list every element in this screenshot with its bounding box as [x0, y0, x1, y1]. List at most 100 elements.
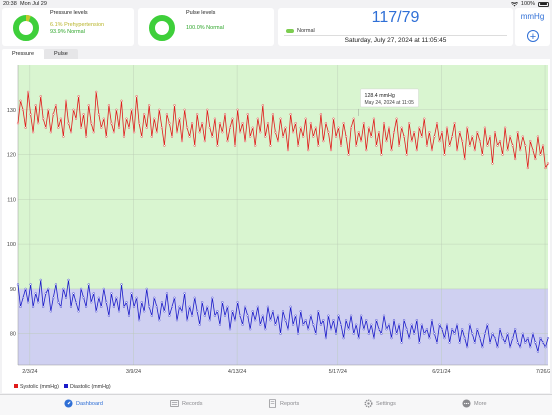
- data-point: [372, 117, 375, 120]
- data-point: [223, 113, 227, 116]
- data-point: [251, 310, 254, 313]
- status-right: 100%: [510, 1, 549, 7]
- data-point: [266, 122, 269, 125]
- data-point: [423, 117, 426, 120]
- data-point: [57, 126, 60, 129]
- data-point: [29, 113, 32, 116]
- data-point: [453, 332, 456, 335]
- data-point: [95, 310, 98, 313]
- tab-settings[interactable]: Settings: [364, 399, 396, 408]
- data-point: [382, 314, 386, 317]
- data-point: [382, 122, 386, 125]
- data-point: [385, 139, 388, 143]
- tab-records[interactable]: Records: [170, 399, 202, 408]
- data-point: [324, 122, 327, 125]
- data-point: [506, 148, 509, 152]
- unit-button[interactable]: mmHg: [520, 12, 545, 21]
- data-point: [339, 144, 343, 147]
- data-point: [21, 296, 25, 299]
- data-point: [544, 346, 547, 349]
- data-point: [231, 310, 234, 313]
- data-point: [370, 323, 373, 326]
- data-point: [319, 113, 322, 116]
- data-point: [377, 131, 380, 134]
- data-point: [84, 135, 88, 138]
- data-point: [112, 131, 115, 134]
- wifi-icon: [510, 1, 518, 6]
- data-point: [276, 314, 280, 317]
- data-point: [458, 131, 461, 134]
- data-point: [345, 135, 348, 138]
- normal-category-indicator: [286, 29, 294, 33]
- data-point: [59, 117, 62, 120]
- data-point: [110, 122, 113, 125]
- data-point: [463, 157, 466, 161]
- add-reading-button[interactable]: +: [527, 30, 539, 43]
- latest-reading-panel[interactable]: 117/79 Normal Saturday, July 27, 2024 at…: [278, 8, 513, 46]
- data-point: [37, 301, 40, 304]
- data-point: [329, 328, 333, 331]
- pressure-chart[interactable]: 130 120 110 100 90 80 2/3/24 3/9/24 4/13/24 5/17/…: [2, 59, 550, 393]
- dashboard-icon: [64, 399, 73, 408]
- data-point: [524, 341, 527, 344]
- data-point: [221, 301, 224, 304]
- data-point: [165, 113, 168, 116]
- data-point: [74, 117, 78, 120]
- data-point: [208, 126, 211, 129]
- data-point: [254, 319, 257, 322]
- x-tick-label: 4/13/24: [228, 369, 246, 375]
- data-point: [347, 153, 350, 156]
- data-point: [387, 323, 391, 326]
- data-point: [168, 314, 171, 317]
- data-point: [448, 144, 451, 147]
- data-point: [468, 323, 471, 326]
- data-point: [150, 135, 153, 138]
- data-point: [473, 341, 476, 344]
- data-point: [370, 135, 373, 138]
- tab-pulse[interactable]: Pulse: [44, 49, 78, 59]
- data-point: [392, 131, 396, 134]
- data-point: [269, 144, 272, 147]
- data-point: [233, 319, 237, 322]
- reading-date: Saturday, July 27, 2024 at 11:05:45: [344, 37, 447, 44]
- data-point: [529, 346, 532, 349]
- data-point: [337, 126, 340, 129]
- y-tick-label: 90: [10, 287, 16, 293]
- data-point: [120, 283, 123, 286]
- data-point: [516, 131, 519, 134]
- data-point: [79, 287, 83, 290]
- data-point: [203, 139, 206, 143]
- data-point: [145, 287, 148, 290]
- more-icon: [462, 399, 471, 408]
- data-point: [21, 108, 25, 111]
- data-point: [236, 108, 239, 111]
- data-point: [312, 323, 315, 326]
- data-point: [314, 126, 317, 129]
- data-point: [544, 166, 547, 170]
- data-point: [360, 139, 363, 143]
- pulse-levels-card[interactable]: Pulse levels 100.0% Normal: [138, 8, 274, 46]
- data-point: [541, 341, 545, 344]
- x-tick-label: 5/17/24: [329, 369, 347, 375]
- data-point: [281, 310, 285, 313]
- data-point: [415, 148, 418, 152]
- data-point: [430, 319, 433, 322]
- data-point: [408, 337, 411, 340]
- data-point: [392, 319, 396, 322]
- data-point: [324, 337, 327, 340]
- tab-reports[interactable]: Reports: [268, 399, 299, 408]
- tab-pressure[interactable]: Pressure: [2, 49, 45, 59]
- data-point: [468, 144, 471, 147]
- data-point: [228, 328, 232, 331]
- tab-more[interactable]: More: [462, 399, 487, 408]
- data-point: [478, 337, 481, 340]
- data-point: [64, 296, 68, 299]
- tab-dashboard[interactable]: Dashboard: [64, 399, 103, 408]
- data-point: [352, 332, 355, 335]
- data-point: [531, 148, 534, 152]
- data-point: [398, 323, 401, 326]
- pressure-levels-card[interactable]: Pressure levels 6.1% Prehypertension 93.…: [2, 8, 134, 46]
- data-point: [420, 135, 423, 138]
- data-point: [304, 117, 307, 120]
- data-point: [178, 305, 181, 308]
